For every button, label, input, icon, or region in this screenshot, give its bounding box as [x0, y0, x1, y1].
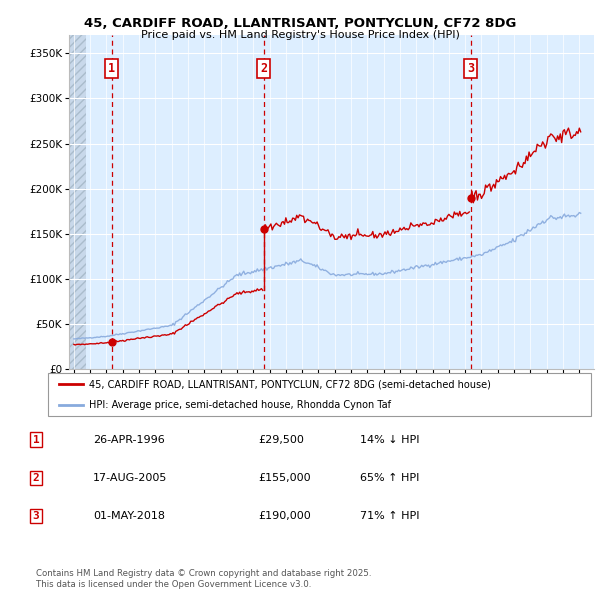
- Text: 26-APR-1996: 26-APR-1996: [93, 435, 165, 444]
- FancyBboxPatch shape: [48, 373, 591, 416]
- Text: Contains HM Land Registry data © Crown copyright and database right 2025.
This d: Contains HM Land Registry data © Crown c…: [36, 569, 371, 589]
- Text: £155,000: £155,000: [258, 473, 311, 483]
- Bar: [69, 35, 86, 369]
- Text: 71% ↑ HPI: 71% ↑ HPI: [360, 512, 419, 521]
- Text: Price paid vs. HM Land Registry's House Price Index (HPI): Price paid vs. HM Land Registry's House …: [140, 30, 460, 40]
- Text: 3: 3: [32, 512, 40, 521]
- Text: 45, CARDIFF ROAD, LLANTRISANT, PONTYCLUN, CF72 8DG (semi-detached house): 45, CARDIFF ROAD, LLANTRISANT, PONTYCLUN…: [89, 379, 491, 389]
- Text: 17-AUG-2005: 17-AUG-2005: [93, 473, 167, 483]
- Text: 2: 2: [260, 62, 267, 76]
- Text: 1: 1: [108, 62, 115, 76]
- Text: £29,500: £29,500: [258, 435, 304, 444]
- Text: 3: 3: [467, 62, 474, 76]
- Text: £190,000: £190,000: [258, 512, 311, 521]
- Text: 2: 2: [32, 473, 40, 483]
- Text: 65% ↑ HPI: 65% ↑ HPI: [360, 473, 419, 483]
- Text: 1: 1: [32, 435, 40, 444]
- Text: 45, CARDIFF ROAD, LLANTRISANT, PONTYCLUN, CF72 8DG: 45, CARDIFF ROAD, LLANTRISANT, PONTYCLUN…: [84, 17, 516, 30]
- Text: 01-MAY-2018: 01-MAY-2018: [93, 512, 165, 521]
- Bar: [69, 35, 86, 369]
- Text: 14% ↓ HPI: 14% ↓ HPI: [360, 435, 419, 444]
- Text: HPI: Average price, semi-detached house, Rhondda Cynon Taf: HPI: Average price, semi-detached house,…: [89, 401, 391, 410]
